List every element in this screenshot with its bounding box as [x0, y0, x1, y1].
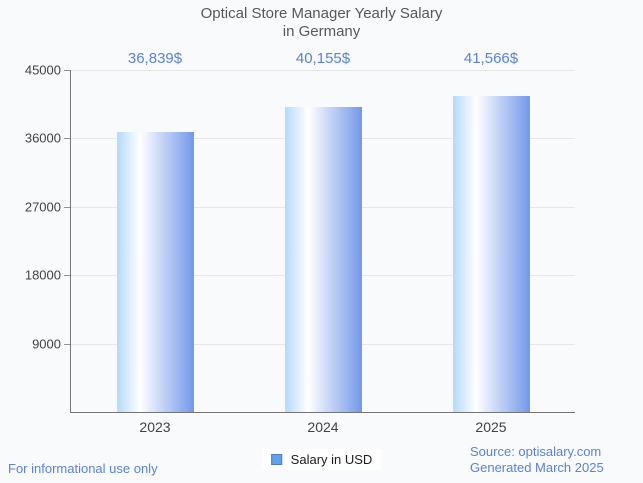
- bar-2023: [116, 132, 194, 412]
- bar-2025: [452, 96, 530, 412]
- bar-2024: [284, 106, 362, 412]
- y-axis-tick-27000: [64, 206, 70, 208]
- gridline-45000: [71, 70, 575, 71]
- x-axis-label-2025: 2025: [475, 419, 507, 435]
- chart-title-line1: Optical Store Manager Yearly Salary: [200, 5, 443, 22]
- generated-text: Generated March 2025: [470, 460, 604, 475]
- y-axis-label-9000: 9000: [32, 336, 61, 352]
- y-axis-label-36000: 36000: [24, 130, 61, 146]
- x-axis-label-2023: 2023: [139, 419, 171, 435]
- y-axis-label-45000: 45000: [24, 62, 61, 78]
- y-axis-tick-9000: [64, 343, 70, 345]
- plot-area: 9000 18000 27000 36000 45000 36,839$ 2023 40,15…: [25, 50, 575, 435]
- disclaimer-text: For informational use only: [8, 461, 158, 476]
- source-text: Source: optisalary.com: [470, 444, 602, 459]
- legend: Salary in USD: [261, 449, 382, 470]
- y-axis-label-18000: 18000: [24, 267, 61, 283]
- legend-marker-icon: [270, 454, 282, 465]
- value-label-2023: 36,839$: [127, 50, 183, 67]
- value-label-2024: 40,155$: [295, 50, 351, 67]
- y-axis-tick-18000: [64, 275, 70, 277]
- y-axis-tick-36000: [64, 138, 70, 140]
- y-axis-tick-45000: [64, 70, 70, 71]
- x-axis-label-2024: 2024: [307, 419, 339, 435]
- value-label-2025: 41,566$: [463, 50, 519, 67]
- chart-title: Optical Store Manager Yearly Salary in G…: [0, 5, 643, 41]
- source-block: Source: optisalary.com Generated March 2…: [470, 444, 604, 476]
- legend-label: Salary in USD: [290, 452, 373, 467]
- y-axis-label-27000: 27000: [24, 199, 61, 215]
- chart-title-line2: in Germany: [282, 23, 361, 40]
